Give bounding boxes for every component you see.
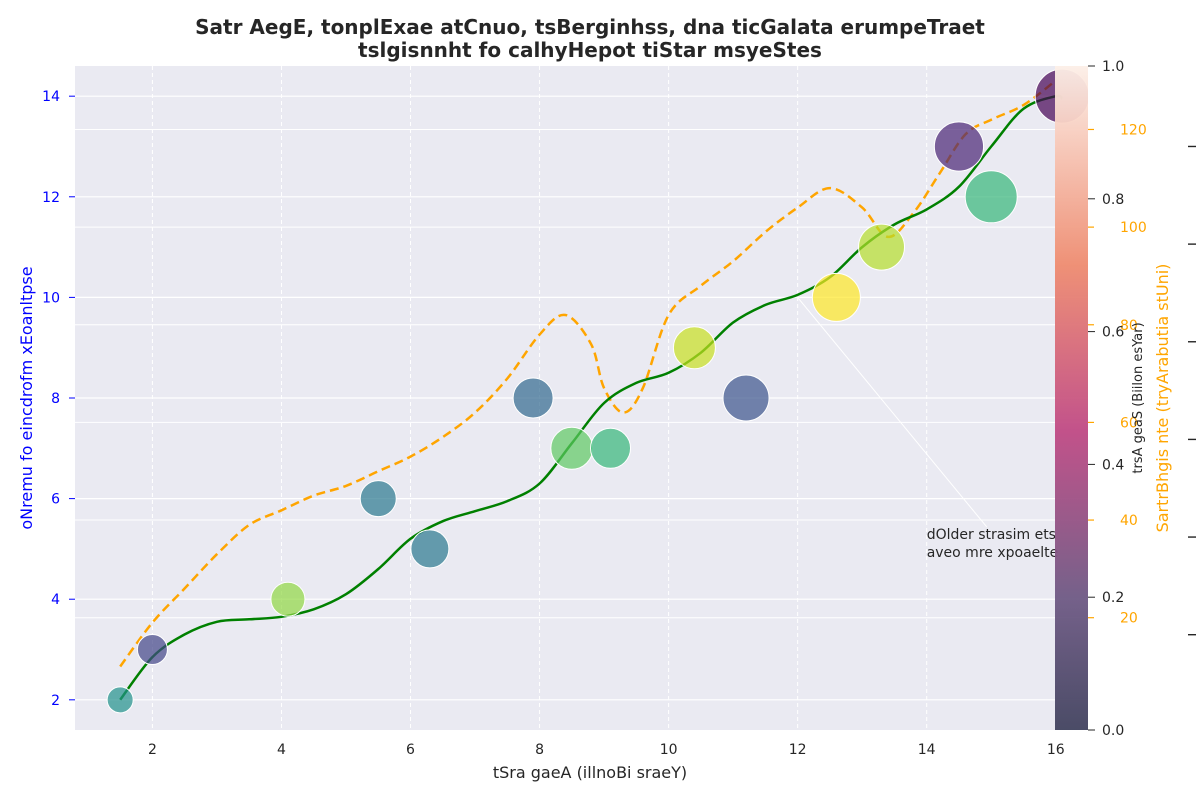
y-tick-label-left: 4 [51,592,60,608]
y-tick-label-right: 80 [1120,318,1138,334]
y-ticks-right: 20 40 60 80 100 120 [1088,122,1147,627]
x-axis-label: tSra gaeA (illnoBi sraeY) [493,763,687,782]
y-tick-label-right: 100 [1120,220,1147,236]
y-tick-label-left: 10 [42,290,60,306]
colorbar-tick-label: 0.8 [1102,192,1124,208]
data-point [270,581,306,617]
data-point [858,223,906,271]
data-point [410,529,450,569]
data-point [550,426,594,470]
colorbar-tick-label: 0.2 [1102,590,1124,606]
curves [119,79,1064,701]
data-point [811,272,861,322]
x-tick-label: 6 [406,742,415,758]
y-tick-label-right: 60 [1120,415,1138,431]
x-ticks: 2 4 6 8 10 12 14 16 [148,742,1065,758]
colorbar-label: trsA geaS (Biilon esYar) [1131,322,1146,473]
x-tick-label: 16 [1047,742,1065,758]
data-point [590,427,632,469]
colorbar-ticks: 0.0 0.2 0.4 0.6 0.8 1.0 [1088,59,1124,739]
fit-curve [119,94,1064,701]
x-tick-label: 10 [660,742,678,758]
data-point [136,634,168,666]
data-point [106,686,134,714]
x-tick-label: 12 [789,742,807,758]
y-tick-label-right: 20 [1120,611,1138,627]
chart-title-line-2: tslgisnnht fo calhyHepot tiStar msyeStes [358,38,822,62]
y-ticks-left: 2 4 6 8 10 12 14 [42,89,75,709]
y-tick-label-left: 6 [51,492,60,508]
brightness-curve [119,79,1057,668]
colorbar-tick-label: 1.0 [1102,59,1124,75]
x-tick-label: 8 [535,742,544,758]
data-point [512,377,554,419]
data-point [933,121,985,172]
colorbar-tick-label: 0.4 [1102,457,1124,473]
x-tick-label: 2 [148,742,157,758]
y-tick-label-right: 40 [1120,513,1138,529]
chart-title-line-1: Satr AegE, tonplExae atCnuo, tsBerginhss… [195,15,985,39]
y-tick-label-left: 14 [42,89,60,105]
points [106,68,1088,714]
data-point [359,480,397,518]
y-axis-label-left: oNremu fo eincdrofm xEoanltpse [17,266,36,529]
annotation-arrow [797,297,988,528]
outer-ticks [1188,145,1196,636]
data-point [964,170,1018,224]
colorbar-tick-label: 0.6 [1102,325,1124,341]
annotation-line-2: aveo mre xpoaelte [927,545,1059,561]
y-tick-label-left: 2 [51,693,60,709]
colorbar-tick-label: 0.0 [1102,723,1124,739]
y-tick-label-left: 8 [51,391,60,407]
y-tick-label-left: 12 [42,190,60,206]
data-point [722,374,770,422]
y-tick-label-right: 120 [1120,122,1147,138]
y-axis-label-right: SartrBhgis nte (tryArabutia stUni) [1153,264,1172,533]
x-tick-label: 4 [277,742,286,758]
colorbar [1055,66,1088,730]
data-point [672,326,716,370]
annotation-line-1: dOlder strasim ets [927,527,1056,543]
x-tick-label: 14 [918,742,936,758]
